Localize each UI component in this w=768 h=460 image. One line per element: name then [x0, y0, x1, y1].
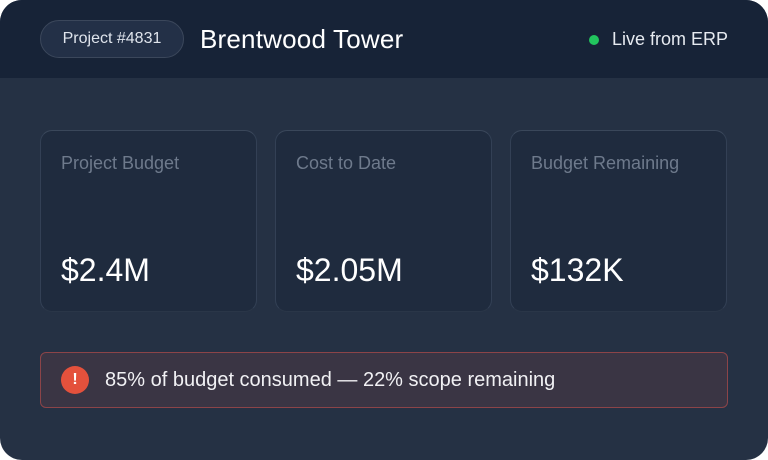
metric-label: Cost to Date	[296, 153, 397, 173]
exclamation-icon: !	[61, 366, 89, 394]
project-id-chip: Project #4831	[40, 20, 184, 58]
card-header: Project #4831 Brentwood Tower Live from …	[0, 0, 768, 78]
metric-value: $2.05M	[296, 252, 403, 288]
metric-card-cost-to-date: Cost to Date $2.05M	[275, 130, 492, 312]
metric-value: $2.4M	[61, 252, 150, 288]
metric-label: Budget Remaining	[531, 153, 680, 173]
budget-alert-banner: ! 85% of budget consumed — 22% scope rem…	[40, 352, 728, 408]
metric-label: Project Budget	[61, 153, 180, 173]
live-status-label: Live from ERP	[611, 29, 728, 49]
page-title: Brentwood Tower	[200, 24, 404, 54]
budget-alert-text: 85% of budget consumed — 22% scope remai…	[105, 368, 556, 391]
live-status-dot-icon	[588, 34, 599, 45]
metric-value: $132K	[531, 252, 624, 288]
metric-card-budget-remaining: Budget Remaining $132K	[510, 130, 727, 312]
metric-card-project-budget: Project Budget $2.4M	[40, 130, 257, 312]
live-status: Live from ERP	[588, 29, 728, 50]
